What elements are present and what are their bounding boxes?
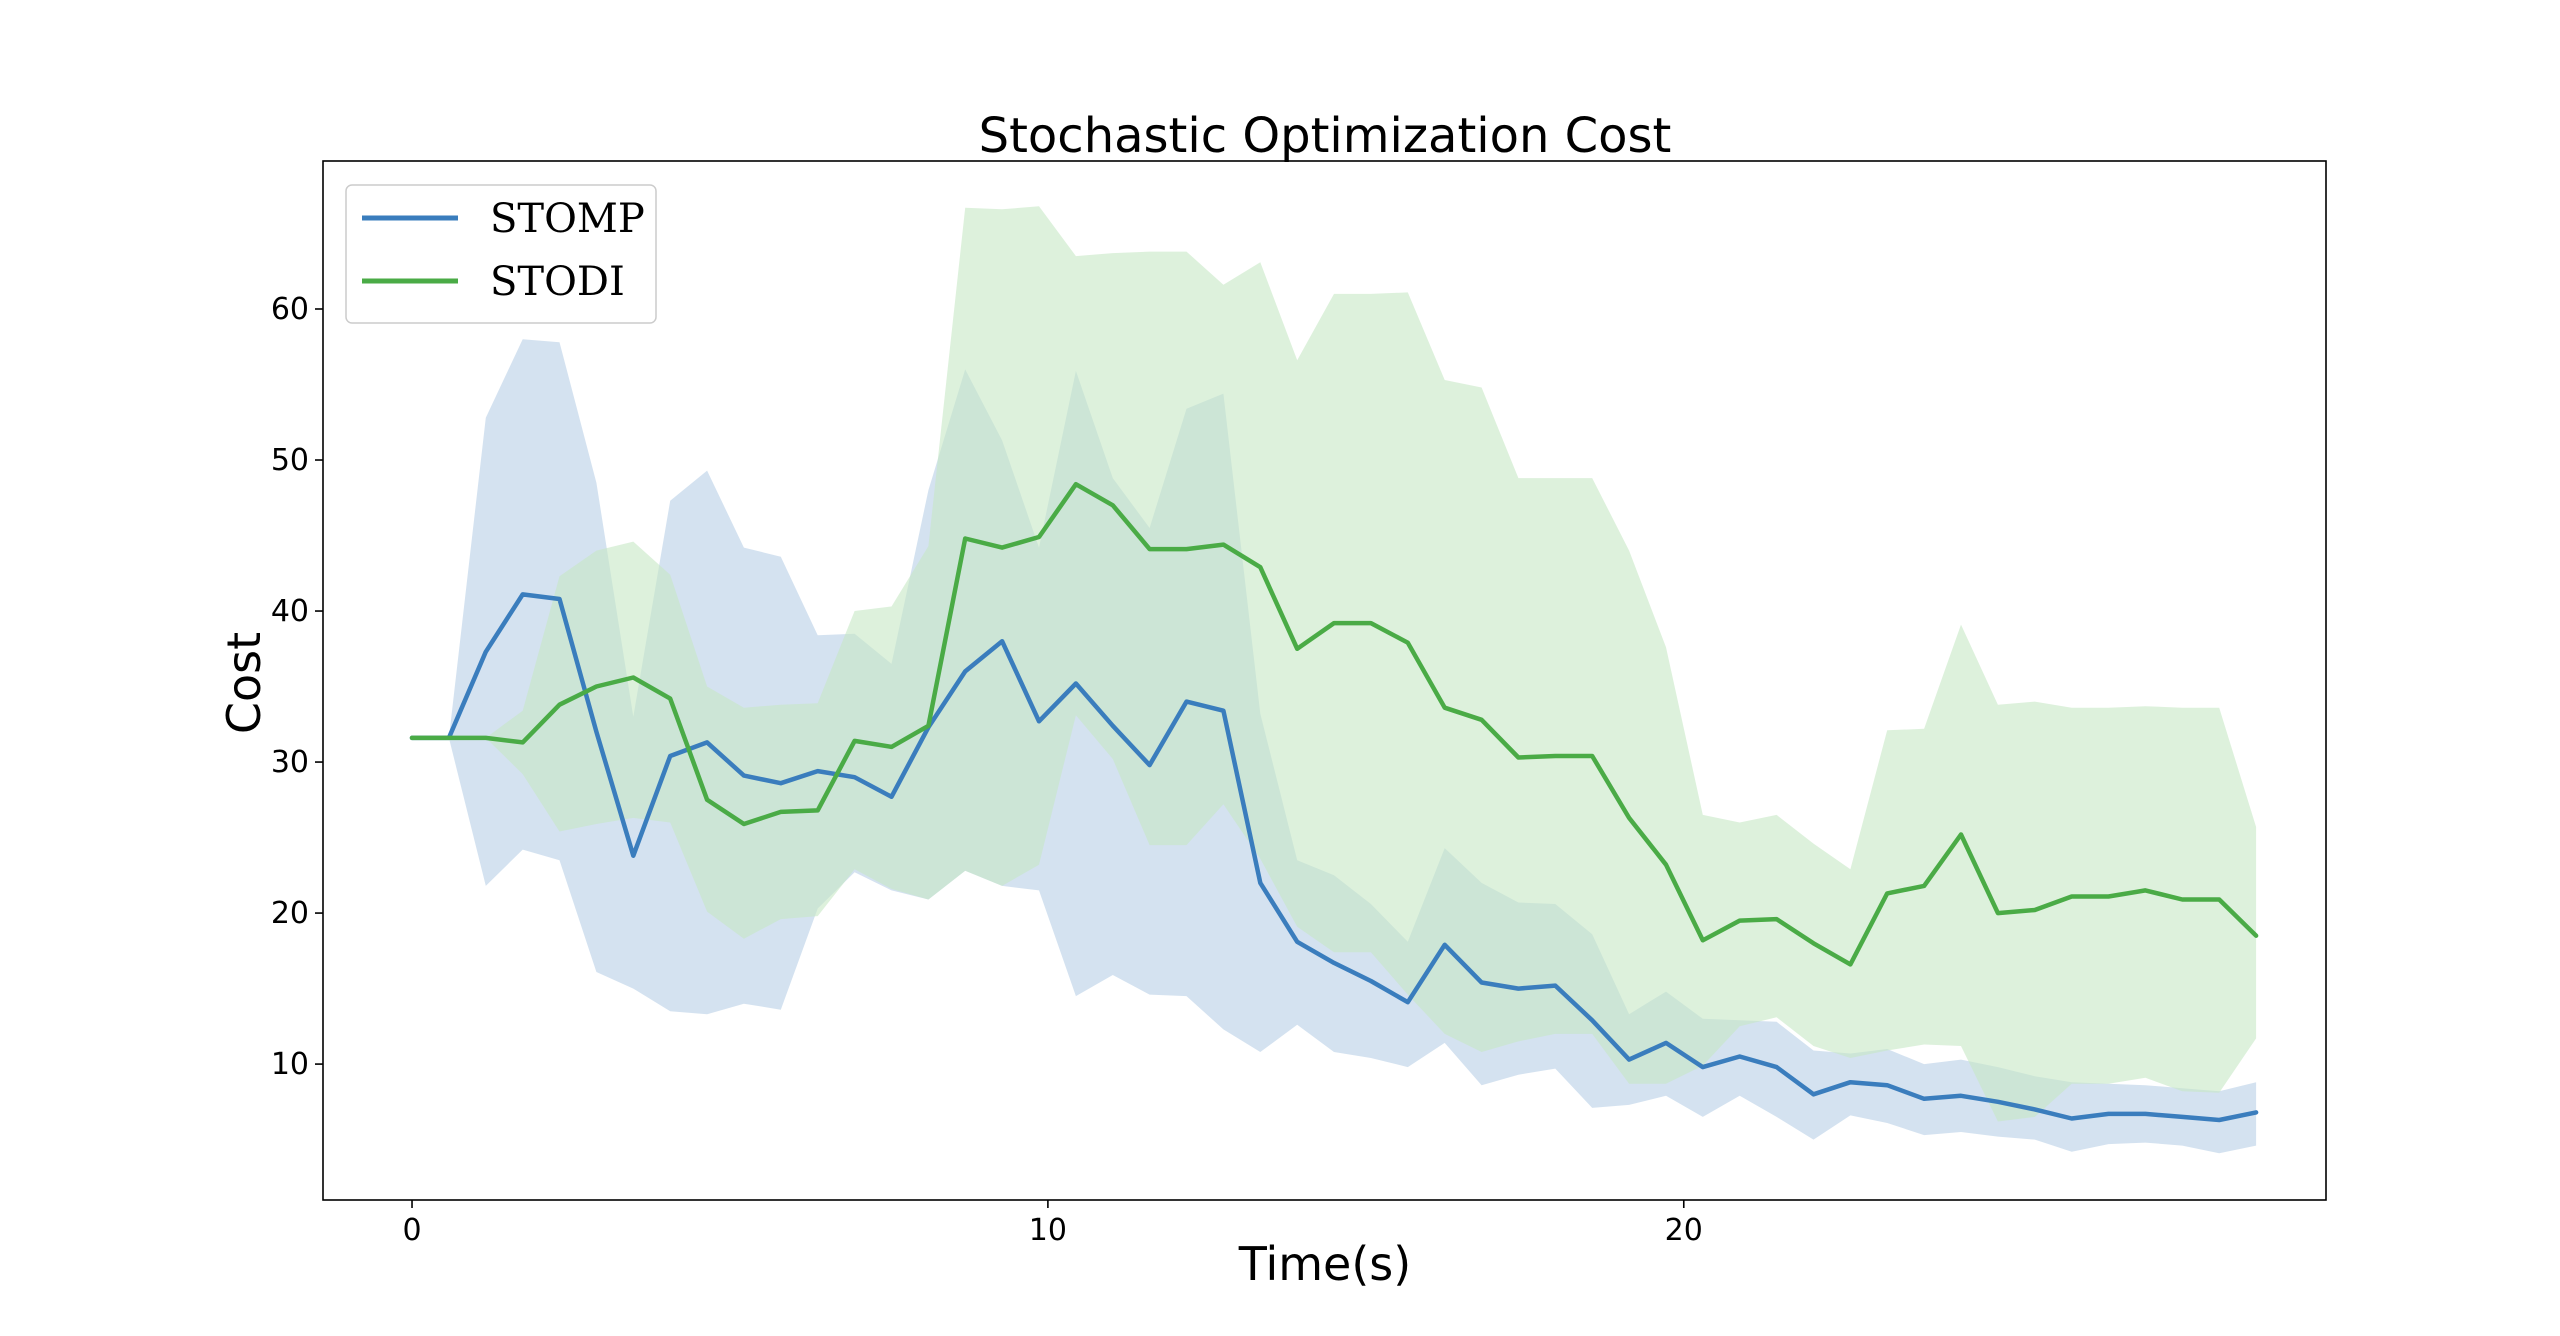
plot-area [409, 206, 2259, 1154]
x-tick-label: 0 [402, 1213, 421, 1248]
y-tick-label: 50 [271, 443, 309, 478]
y-tick-label: 40 [271, 594, 309, 629]
legend: STOMP STODI [345, 184, 657, 324]
x-axis-label: Time(s) [1238, 1237, 1411, 1291]
y-tick-label: 20 [271, 896, 309, 931]
band-stodi [412, 206, 2257, 1122]
y-axis-label: Cost [217, 632, 271, 734]
series-line-stodi [409, 481, 2259, 967]
x-tick-label: 20 [1665, 1213, 1703, 1248]
legend-label-stomp: STOMP [490, 196, 645, 242]
y-tick-label: 30 [271, 745, 309, 780]
series-line-stomp [409, 592, 2259, 1123]
x-tick-label: 10 [1029, 1213, 1067, 1248]
plot-frame [322, 160, 2327, 1201]
y-tick-label: 10 [271, 1047, 309, 1082]
legend-label-stodi: STODI [490, 259, 625, 305]
y-tick-label: 60 [271, 292, 309, 327]
chart-title: Stochastic Optimization Cost [979, 108, 1672, 164]
axis-ticks: 0 10 20 10 20 30 40 50 60 [271, 292, 1703, 1248]
